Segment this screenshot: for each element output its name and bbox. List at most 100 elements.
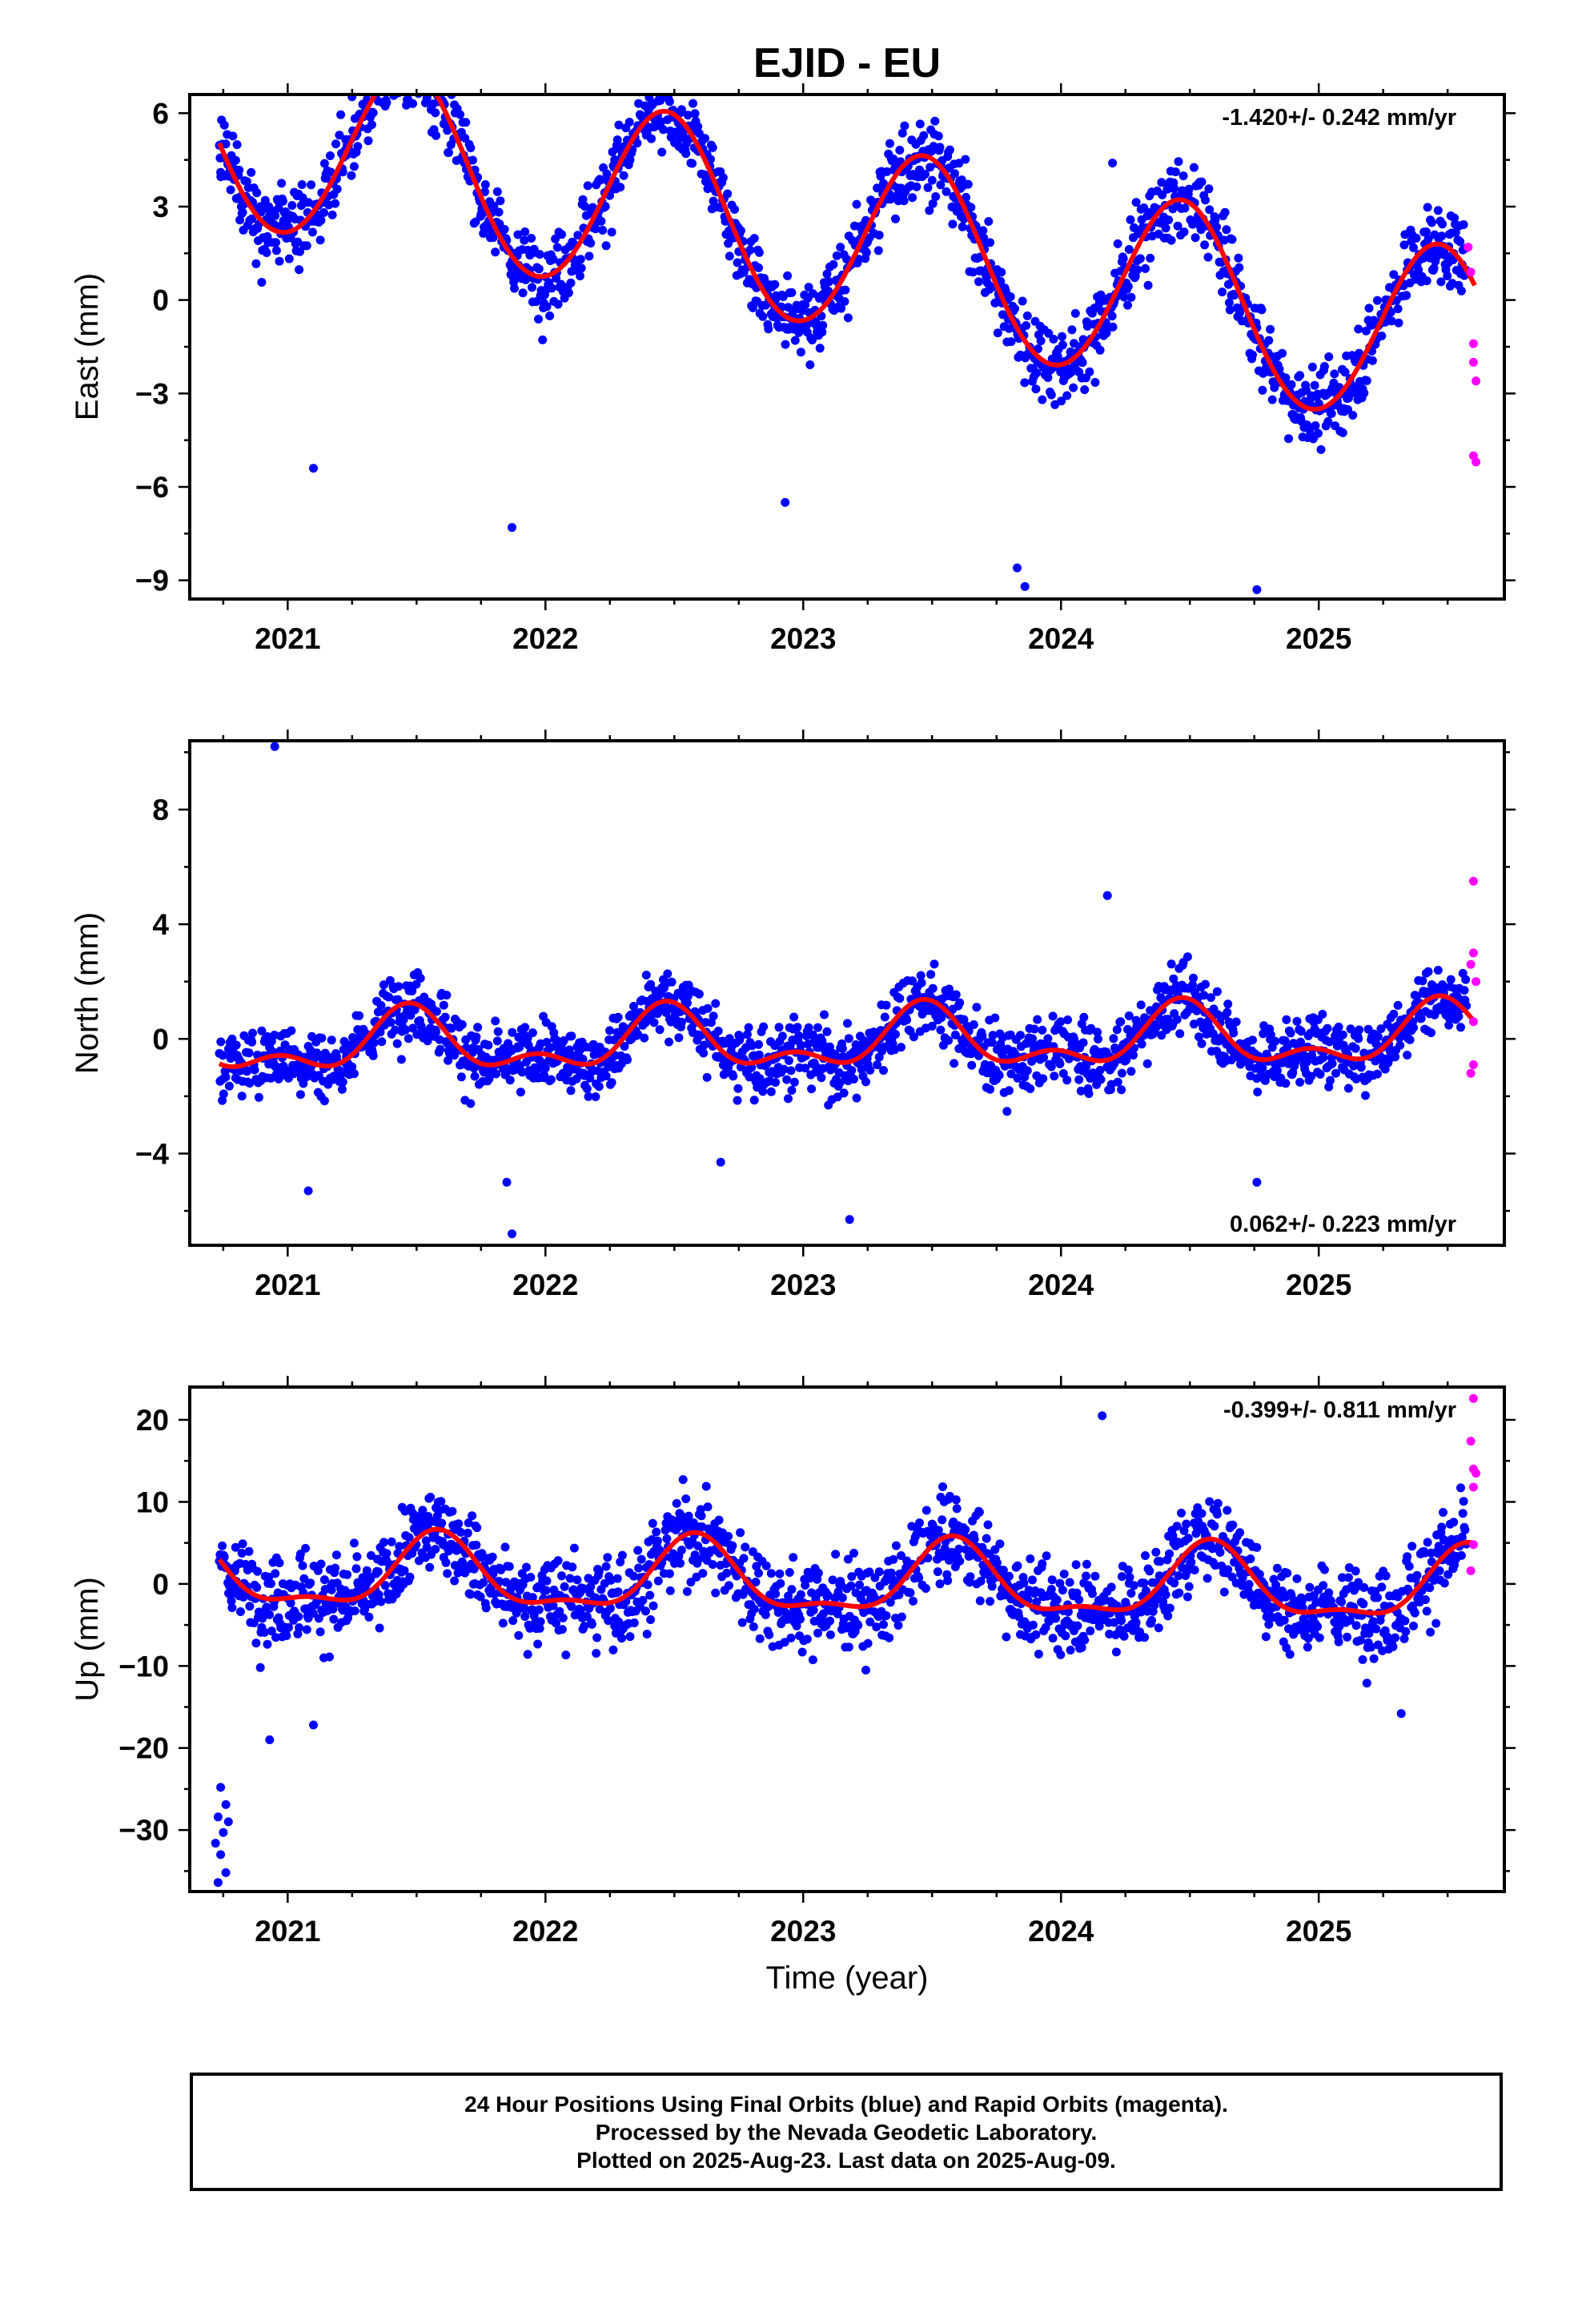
final-point [1032, 368, 1042, 378]
final-point [319, 1575, 329, 1585]
final-point [995, 1539, 1005, 1549]
final-point [966, 1572, 975, 1582]
final-point [382, 1549, 391, 1558]
final-point [1267, 395, 1277, 404]
final-point [1108, 322, 1118, 332]
final-point [408, 1023, 418, 1033]
final-point [935, 1579, 945, 1589]
final-point-outlier [1252, 1177, 1262, 1187]
final-point [1295, 1077, 1305, 1087]
final-point [1272, 1066, 1282, 1076]
final-point [808, 1030, 817, 1039]
final-point [1186, 1558, 1196, 1567]
final-point [1182, 1519, 1191, 1529]
final-point [879, 1620, 888, 1629]
final-point [1348, 411, 1358, 420]
final-point [432, 1027, 441, 1036]
final-point [787, 1086, 797, 1095]
final-point [938, 1482, 947, 1491]
final-point [1203, 252, 1213, 262]
final-point [262, 248, 271, 257]
final-point [1117, 1085, 1126, 1095]
final-point [1391, 1052, 1400, 1062]
final-point [369, 1038, 379, 1047]
final-point [480, 180, 490, 189]
final-point-outlier [1020, 581, 1030, 591]
final-point [412, 42, 421, 50]
final-point [748, 303, 757, 312]
final-point [954, 159, 964, 168]
final-point [1248, 1035, 1257, 1045]
final-point [758, 312, 768, 321]
final-point [271, 211, 280, 220]
final-point [364, 71, 373, 80]
final-point [1387, 316, 1396, 326]
final-point [1014, 1612, 1024, 1622]
final-point [1141, 263, 1150, 273]
final-point [1311, 421, 1320, 430]
final-point [1220, 207, 1230, 217]
final-point [528, 1028, 537, 1038]
final-point [917, 978, 926, 987]
final-point [620, 1042, 629, 1051]
final-point [432, 1007, 441, 1016]
final-point [794, 1031, 804, 1040]
final-point [384, 992, 394, 1002]
final-point [251, 259, 261, 268]
final-point [1155, 1557, 1165, 1566]
final-point [681, 149, 691, 159]
final-point [793, 1023, 802, 1032]
x-tick-label: 2023 [770, 1269, 836, 1301]
final-point [513, 230, 523, 239]
final-point [921, 1506, 931, 1515]
east-model-curve [217, 94, 1477, 412]
final-point [881, 1000, 891, 1010]
final-point [789, 1012, 799, 1022]
final-point [777, 1031, 787, 1041]
final-point [472, 1523, 482, 1533]
final-point [1281, 373, 1291, 383]
final-point [436, 1497, 446, 1506]
final-point [632, 139, 642, 148]
final-point [1346, 1024, 1355, 1034]
final-point [594, 1566, 604, 1576]
final-point [1002, 1107, 1012, 1116]
final-point [1182, 1567, 1191, 1577]
final-point [368, 108, 378, 118]
final-point [1182, 1592, 1192, 1602]
final-point [319, 208, 328, 217]
final-point [535, 1623, 544, 1633]
final-point [1412, 991, 1422, 1001]
y-tick-label: 0 [152, 1023, 169, 1055]
rapid-point [1472, 977, 1481, 987]
final-point [386, 1018, 396, 1027]
final-point [604, 1616, 613, 1626]
final-point [528, 283, 536, 292]
final-point [809, 1616, 819, 1626]
final-point [874, 231, 884, 240]
final-point [641, 971, 651, 980]
final-point [1116, 1017, 1126, 1027]
final-point [754, 1568, 763, 1578]
final-point [375, 1027, 385, 1037]
final-point [801, 300, 810, 310]
final-point [697, 1511, 706, 1521]
final-point [500, 224, 509, 234]
final-point [592, 1633, 602, 1642]
final-point [1393, 304, 1403, 314]
final-point [629, 1002, 638, 1011]
final-point [408, 99, 418, 108]
final-point [603, 1553, 612, 1562]
final-point [739, 1554, 749, 1563]
final-point [441, 1558, 451, 1567]
north-frame [188, 739, 1506, 1247]
final-point [1049, 335, 1058, 344]
final-point [271, 238, 280, 247]
final-point [852, 199, 861, 209]
final-point-outlier [1108, 159, 1118, 168]
final-point [456, 110, 465, 119]
final-point [708, 1560, 717, 1570]
final-point [1020, 378, 1030, 388]
final-point-outlier [716, 1157, 725, 1167]
final-point [328, 1604, 338, 1614]
